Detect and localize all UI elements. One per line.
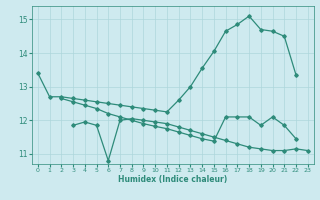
X-axis label: Humidex (Indice chaleur): Humidex (Indice chaleur) (118, 175, 228, 184)
